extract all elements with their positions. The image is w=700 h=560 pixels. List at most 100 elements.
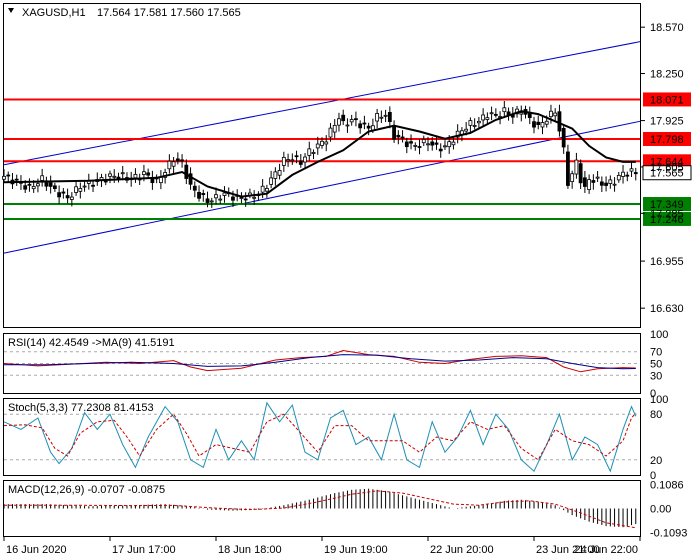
candle-body [23,185,28,190]
candle-body [519,112,524,115]
rsi-title: RSI(14) 42.4549 ->MA(9) 41.5191 [8,337,175,349]
candle-body [426,143,430,146]
rsi-series-line [4,354,636,370]
level-label: 18.071 [650,94,684,106]
candle-body [205,198,210,203]
candle-body [133,173,138,179]
candle-body [320,140,324,146]
candle-body [40,175,45,181]
candle-body [337,118,341,126]
stoch-main-line [3,401,637,473]
candle-body [621,171,625,177]
candle-body [328,127,333,138]
level-label: 17.246 [650,214,684,226]
candle-body [375,113,380,122]
x-tick-label: 18 Jun 18:00 [218,544,282,556]
candle-body [582,177,587,187]
candle-body [82,185,87,188]
candle-body [616,174,621,181]
price-tick-label: 16.630 [650,303,684,315]
candle-body [599,181,604,186]
candle-body [489,112,494,115]
macd-tick-label: 0.1086 [650,480,684,492]
candle-body [396,134,401,138]
candle-body [120,172,125,175]
candle-body [604,182,608,186]
rsi-tick-label: 100 [650,329,668,341]
candle-body [608,179,613,184]
macd-signal-line [4,490,636,529]
candle-body [544,120,549,125]
candle-body [417,146,422,148]
candle-body [481,114,486,121]
x-tick-label: 22 Jun 20:00 [430,544,494,556]
candle-body [362,122,367,125]
candle-body [345,124,350,127]
candle-body [214,194,218,199]
candle-body [633,172,638,175]
candle-body [112,175,117,178]
candle-body [52,185,57,189]
price-tick-label: 18.250 [650,69,684,81]
candle-body [578,163,583,184]
candle-body [591,180,596,183]
stoch-tick-label: 100 [650,394,668,406]
candle-body [532,121,536,128]
x-tick-label: 19 Jun 19:00 [324,544,388,556]
candle-body [146,172,151,176]
level-label-box [643,154,691,169]
candle-body [2,175,6,180]
price-tick-label: 16.955 [650,256,684,268]
candle-body [587,179,592,190]
candle-body [447,141,452,148]
price-tick-label: 18.570 [650,22,684,34]
candle-body [188,173,193,185]
candle-body [311,152,316,154]
candle-body [434,142,439,145]
chart-ohlc: 17.564 17.581 17.560 17.565 [97,7,241,19]
level-label-box [643,211,691,226]
candle-body [201,193,206,196]
candle-body [557,111,562,132]
stoch-tick-label: 80 [650,409,662,421]
candle-body [180,159,184,162]
candle-body [366,125,371,129]
candle-body [400,136,405,139]
candle-body [625,174,630,177]
candle-body [570,173,575,182]
level-label-box [643,131,691,146]
x-tick-label: 16 Jun 2020 [6,544,67,556]
candle-body [260,185,265,193]
candle-body [252,196,257,199]
candle-body [6,174,11,177]
price-tick-label: 17.285 [650,208,684,220]
candle-body [413,144,418,147]
level-label-box [643,197,691,212]
stoch-panel [3,398,641,476]
candle-body [269,177,274,185]
candle-body [451,141,456,146]
rsi-tick-label: 50 [650,359,662,371]
level-label: 17.349 [650,199,684,211]
candle-body [184,164,189,179]
candle-body [243,198,248,201]
macd-tick-label: 0.00 [650,504,671,516]
candle-body [383,114,388,117]
x-tick-label: 23 Jun 21:00 [536,544,600,556]
price-panel [3,3,641,328]
candle-body [197,191,201,199]
candle-body [303,156,307,163]
candle-body [502,107,507,113]
candle-body [358,123,363,129]
candle-body [468,120,473,126]
stoch-signal-line [3,412,637,461]
level-label: 17.798 [650,134,684,146]
candle-body [443,145,447,148]
candle-body [553,112,558,117]
candle-body [485,117,490,120]
stoch-tick-label: 20 [650,455,662,467]
candle-body [561,127,566,148]
candle-body [27,183,32,186]
candle-body [222,192,227,196]
chart-symbol: XAGUSD,H1 [22,7,86,19]
